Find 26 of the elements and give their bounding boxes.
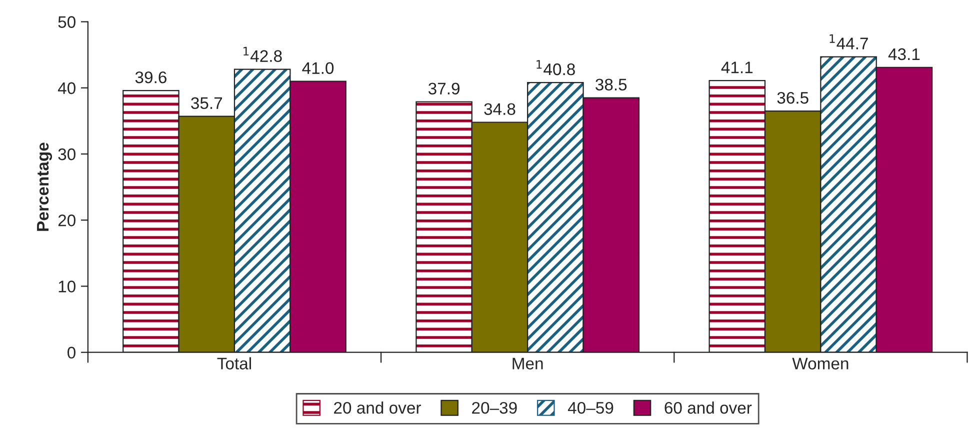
data-label: $^{1}$42.8	[244, 46, 282, 62]
x-tick-label: Men	[512, 358, 543, 370]
x-tick-label: Women	[792, 358, 848, 370]
legend-label: 40–59	[568, 402, 614, 414]
legend-label: 60 and over	[664, 402, 752, 414]
y-tick-label: 40	[58, 82, 76, 94]
x-tick-label: Total	[217, 357, 251, 370]
y-tick-label: 50	[58, 16, 76, 28]
legend-label: 20–39	[472, 402, 517, 414]
y-tick-label: 0	[68, 346, 76, 359]
y-tick-label: 10	[58, 280, 76, 292]
data-label: 41.0	[302, 62, 334, 74]
data-label: 38.5	[596, 78, 627, 91]
y-axis-title: Percentage	[37, 142, 52, 231]
data-label: $^{1}$44.7	[830, 34, 868, 50]
data-label: 41.1	[721, 62, 753, 74]
data-label: 35.7	[191, 97, 222, 110]
y-tick-label: 20	[58, 214, 76, 226]
data-label: 39.6	[135, 71, 166, 84]
data-label: 36.5	[777, 92, 808, 104]
data-label: 34.8	[484, 103, 516, 115]
y-tick-label: 30	[58, 148, 76, 160]
legend-label: 20 and over	[334, 402, 421, 414]
data-label: 43.1	[888, 48, 920, 60]
data-label: $^{1}$40.8	[536, 60, 575, 76]
data-label: 37.9	[428, 82, 460, 94]
